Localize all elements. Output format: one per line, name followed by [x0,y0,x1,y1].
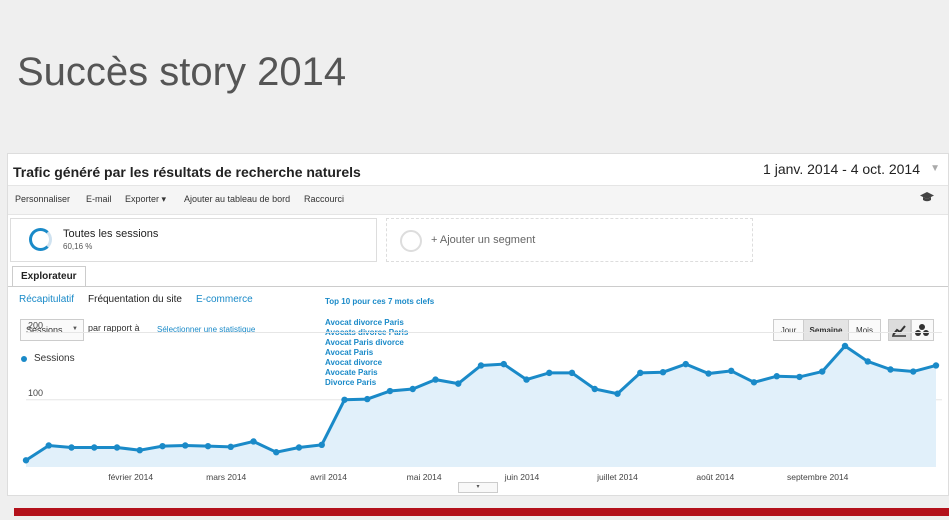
data-point[interactable] [136,446,143,454]
data-point[interactable] [864,358,871,365]
report-title: Trafic généré par les résultats de reche… [13,164,361,180]
y-tick-label: 100 [28,388,43,398]
x-tick-label: février 2014 [108,472,153,482]
add-segment-label: + Ajouter un segment [431,234,536,246]
granularity-month[interactable]: Mois [848,319,881,341]
data-point[interactable] [796,373,803,381]
data-point[interactable] [932,362,940,369]
data-point[interactable] [432,376,439,383]
data-point[interactable] [318,441,325,449]
date-range-picker[interactable]: 1 janv. 2014 - 4 oct. 2014 [757,159,926,179]
data-point[interactable] [910,368,917,375]
keyword-item: Divorce Paris [325,378,377,387]
x-tick-label: juin 2014 [504,472,540,482]
data-point[interactable] [364,395,371,403]
add-to-dashboard-button[interactable]: Ajouter au tableau de bord [184,194,291,204]
data-point[interactable] [159,442,166,450]
x-tick-label: avril 2014 [310,472,347,482]
empty-segment-icon [400,230,422,252]
graduation-cap-icon[interactable] [920,192,934,206]
add-segment-box[interactable]: + Ajouter un segment [386,218,753,262]
data-point[interactable] [819,368,826,375]
data-point[interactable] [45,442,52,449]
data-point[interactable] [682,360,689,368]
report-toolbar: Personnaliser E-mail Exporter ▾ Ajouter … [8,185,948,215]
data-point[interactable] [523,376,530,383]
legend-dot [21,356,27,362]
keyword-item: Avocat divorce Paris [325,318,404,327]
export-button[interactable]: Exporter ▾ [125,194,167,204]
subtab-site-usage[interactable]: Fréquentation du site [88,294,182,305]
compare-label: par rapport à [88,323,140,333]
data-point[interactable] [409,385,416,393]
data-point[interactable] [546,369,553,377]
x-tick-label: juillet 2014 [596,472,638,482]
annotation-title: Top 10 pour ces 7 mots clefs [325,297,435,306]
brand-bar [14,508,949,516]
email-button[interactable]: E-mail [86,194,112,204]
tab-explorer[interactable]: Explorateur [12,266,86,286]
data-point[interactable] [204,442,212,450]
sessions-chart: 100 200 février 2014 mars 2014 avril 2014 mai… [22,321,942,482]
segment-percent: 60,16 % [63,242,93,251]
data-point[interactable] [182,442,189,449]
data-point[interactable] [637,369,644,377]
legend-sessions: Sessions [34,353,75,364]
analytics-panel: Trafic généré par les résultats de reche… [7,153,949,496]
x-tick-label: août 2014 [696,472,734,482]
data-point[interactable] [113,444,121,451]
data-point[interactable] [250,438,257,445]
x-tick-label: mars 2014 [206,472,246,482]
data-point[interactable] [887,366,894,373]
keyword-item: Avocat Paris [325,348,374,357]
shortcut-button[interactable]: Raccourci [304,194,345,204]
keyword-item: Avocate Paris [325,368,378,377]
tab-divider [8,286,948,287]
data-point[interactable] [386,387,394,395]
data-point[interactable] [477,362,485,369]
data-point[interactable] [227,443,234,451]
y-tick-label: 200 [28,321,43,331]
data-point[interactable] [295,444,303,451]
select-statistic-link[interactable]: Sélectionner une statistique [157,325,256,334]
keyword-item: Avocat Paris divorce [325,338,404,347]
data-point[interactable] [91,444,98,451]
data-point[interactable] [705,370,712,377]
subtab-summary[interactable]: Récapitulatif [19,294,75,305]
data-point[interactable] [591,385,598,393]
data-point[interactable] [500,360,507,368]
data-point[interactable] [841,342,849,350]
metric-select-value: Sessions [26,325,63,335]
data-point[interactable] [659,369,667,376]
x-tick-label: septembre 2014 [787,472,849,482]
chevron-down-icon[interactable]: ▼ [930,163,940,174]
subtab-ecommerce[interactable]: E-commerce [196,294,253,305]
data-point[interactable] [614,390,621,397]
data-point[interactable] [273,449,280,456]
data-point[interactable] [455,380,462,387]
slide-title: Succès story 2014 [17,50,347,94]
segment-all-sessions[interactable]: Toutes les sessions 60,16 % [10,218,377,262]
data-point[interactable] [728,367,735,375]
chevron-down-icon: ▼ [72,326,78,332]
data-point[interactable] [568,369,576,377]
metric-select[interactable]: Sessions ▼ [20,319,84,341]
customize-button[interactable]: Personnaliser [15,194,71,204]
x-tick-label: mai 2014 [407,472,442,482]
data-point[interactable] [341,396,348,403]
data-point[interactable] [68,444,75,451]
segment-label: Toutes les sessions [63,228,159,240]
keyword-item: Avocat divorce [325,358,383,367]
motion-chart-icon[interactable] [911,319,934,341]
data-point[interactable] [22,457,30,464]
data-point[interactable] [750,379,758,386]
segment-ring-icon [29,228,52,251]
chart-expand-handle[interactable]: ▾ [458,482,498,493]
data-point[interactable] [773,373,780,380]
